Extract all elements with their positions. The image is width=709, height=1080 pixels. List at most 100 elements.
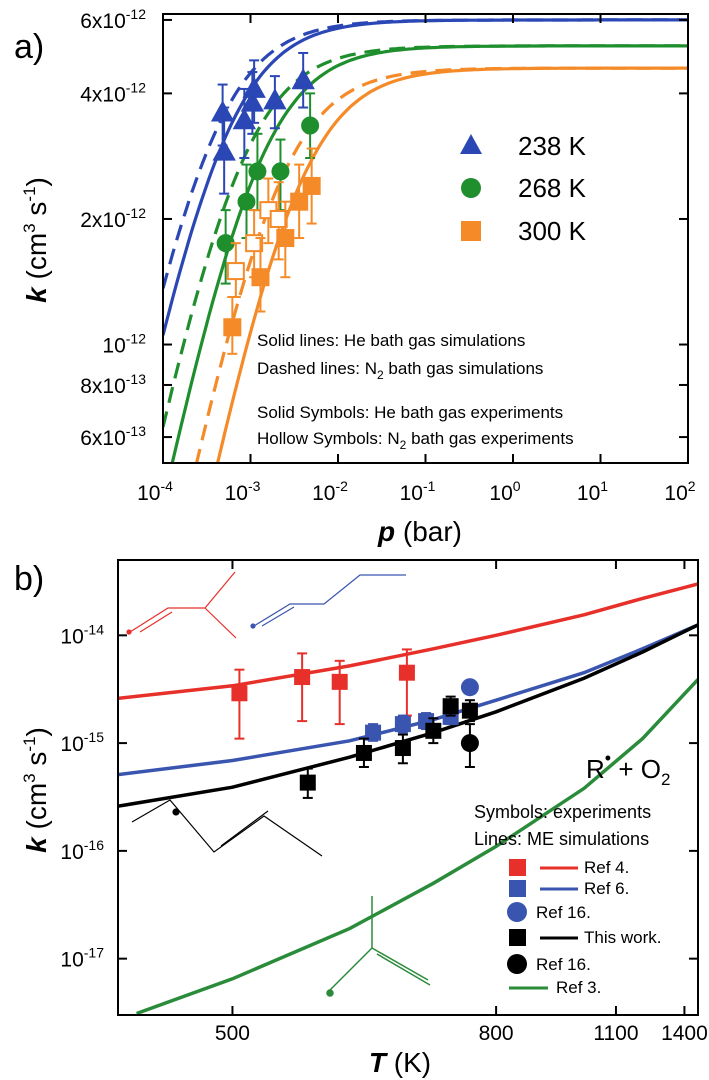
line-ref-3 (136, 678, 698, 1015)
legend-entry-238k: 238 K (460, 131, 587, 161)
legend-label-ref16-blue: Ref 16. (536, 903, 591, 922)
data-point-ref-4 (398, 648, 415, 717)
x-tick-label: 102 (664, 478, 695, 505)
legend-entry-ref6: Ref 6. (509, 879, 629, 898)
panel-a-y-ticks: 6x10-12 4x10-12 2x10-12 10-12 8x10-13 6x10-13 (80, 6, 688, 450)
panel-a-legend: 238 K 268 K 300 K (460, 131, 587, 246)
data-point-238k (263, 75, 287, 130)
legend-entry-ref3: Ref 3. (509, 978, 601, 997)
panel-b-y-ticks: 10-14 10-15 10-16 10-17 (60, 621, 698, 972)
y-tick-label: 10-12 (102, 331, 146, 358)
data-point-300k (276, 200, 295, 279)
panel-b-label: b) (14, 560, 44, 598)
panel-a-label: a) (14, 28, 44, 66)
panel-b-x-axis-label: T (K) (369, 1047, 431, 1078)
molecule-sketch-red (126, 571, 237, 639)
data-point-300k (226, 242, 245, 299)
data-point-300k (251, 237, 270, 313)
y-tick-label: 8x10-13 (80, 371, 146, 398)
data-point-ref-4 (294, 652, 311, 723)
data-point-this-work (394, 733, 411, 765)
legend-marker-square (509, 859, 526, 876)
data-point-238k (291, 51, 315, 109)
x-tick-label: 10-2 (312, 478, 348, 505)
curve-238k-dashed (163, 18, 688, 289)
data-point-ref-6 (394, 714, 411, 734)
legend-entry-ref16-black: Ref 16. (507, 954, 591, 974)
legend-label-238k: 238 K (518, 131, 587, 161)
legend-entry-300k: 300 K (461, 216, 587, 246)
data-point-268k (271, 138, 290, 212)
x-tick-label: 10-4 (137, 478, 173, 505)
legend-label-ref3: Ref 3. (556, 978, 601, 997)
y-tick-label: 2x10-12 (80, 205, 146, 232)
y-tick-label: 10-17 (60, 945, 104, 972)
data-point-300k (245, 209, 264, 279)
molecule-sketch-blue (250, 574, 406, 629)
data-point-ref-4 (231, 668, 248, 740)
data-point-300k (269, 181, 288, 261)
data-point-238k (242, 59, 266, 124)
data-point-this-work (425, 717, 442, 745)
data-point-this-work (442, 695, 459, 717)
legend-entry-268k: 268 K (461, 173, 587, 203)
panel-a-x-axis-label: p (bar) (377, 516, 462, 547)
data-point-238k (212, 106, 236, 195)
panel-b-y-axis-label: k (cm3 s-1) (20, 727, 52, 853)
x-tick-label: 101 (577, 478, 608, 505)
data-point-300k (302, 147, 321, 225)
legend-title-lines: Lines: ME simulations (474, 829, 649, 849)
legend-entry-ref4: Ref 4. (509, 858, 629, 877)
legend-marker-circle (507, 954, 527, 974)
legend-marker-triangle (460, 134, 482, 154)
panel-b-points (231, 648, 479, 799)
note-solid-symbols: Solid Symbols: He bath gas experiments (257, 403, 563, 422)
panel-a: a) 10-4 10-3 10-2 10-1 100 101 102 6x10-12 4x10… (14, 6, 696, 547)
panel-a-points (210, 51, 321, 355)
annotation-r-o2: R• + O2 (586, 748, 670, 789)
molecule-sketch-black (131, 799, 323, 857)
data-point-268k (248, 132, 267, 212)
legend-label-ref16-black: Ref 16. (536, 955, 591, 974)
data-point-ref-4 (331, 659, 348, 726)
data-point-300k (290, 163, 309, 240)
data-point-ref-16 (460, 678, 479, 697)
y-tick-label: 10-14 (60, 621, 104, 648)
x-tick-label: 500 (215, 1022, 250, 1045)
y-tick-label: 4x10-12 (80, 79, 146, 106)
panel-a-x-ticks: 10-4 10-3 10-2 10-1 100 101 102 (137, 14, 696, 505)
x-tick-label: 10-1 (400, 478, 436, 505)
y-tick-label: 6x10-12 (80, 6, 146, 33)
data-point-this-work (355, 737, 372, 769)
legend-label-268k: 268 K (518, 173, 587, 203)
data-point-238k (210, 83, 235, 147)
data-point-ref-16 (460, 723, 479, 769)
data-point-300k (223, 296, 242, 355)
curve-300k-dashed (194, 66, 688, 463)
note-solid-lines: Solid lines: He bath gas simulations (257, 331, 525, 350)
x-tick-label: 1400 (661, 1022, 708, 1045)
data-point-ref-6 (365, 723, 382, 742)
line-this-work (118, 623, 698, 808)
molecule-sketch-green (326, 896, 431, 997)
legend-entry-this-work: This work. (509, 928, 661, 947)
legend-marker-square (509, 929, 526, 946)
panel-b-legend: Symbols: experiments Lines: ME simulatio… (474, 802, 661, 997)
legend-label-ref6: Ref 6. (584, 879, 629, 898)
data-point-268k (216, 209, 235, 285)
legend-title-symbols: Symbols: experiments (474, 802, 651, 822)
data-point-this-work (299, 767, 316, 799)
x-tick-label: 100 (489, 478, 520, 505)
legend-marker-square (461, 221, 481, 241)
panel-b-x-ticks: 500 800 1100 1400 (215, 560, 708, 1045)
x-tick-label: 10-3 (225, 478, 261, 505)
legend-entry-ref16-blue: Ref 16. (507, 902, 591, 922)
line-ref-4 (118, 582, 698, 701)
legend-label-ref4: Ref 4. (584, 858, 629, 877)
data-point-268k (301, 92, 320, 160)
x-tick-label: 1100 (593, 1022, 638, 1045)
legend-marker-circle (507, 902, 527, 922)
legend-marker-circle (461, 178, 481, 198)
